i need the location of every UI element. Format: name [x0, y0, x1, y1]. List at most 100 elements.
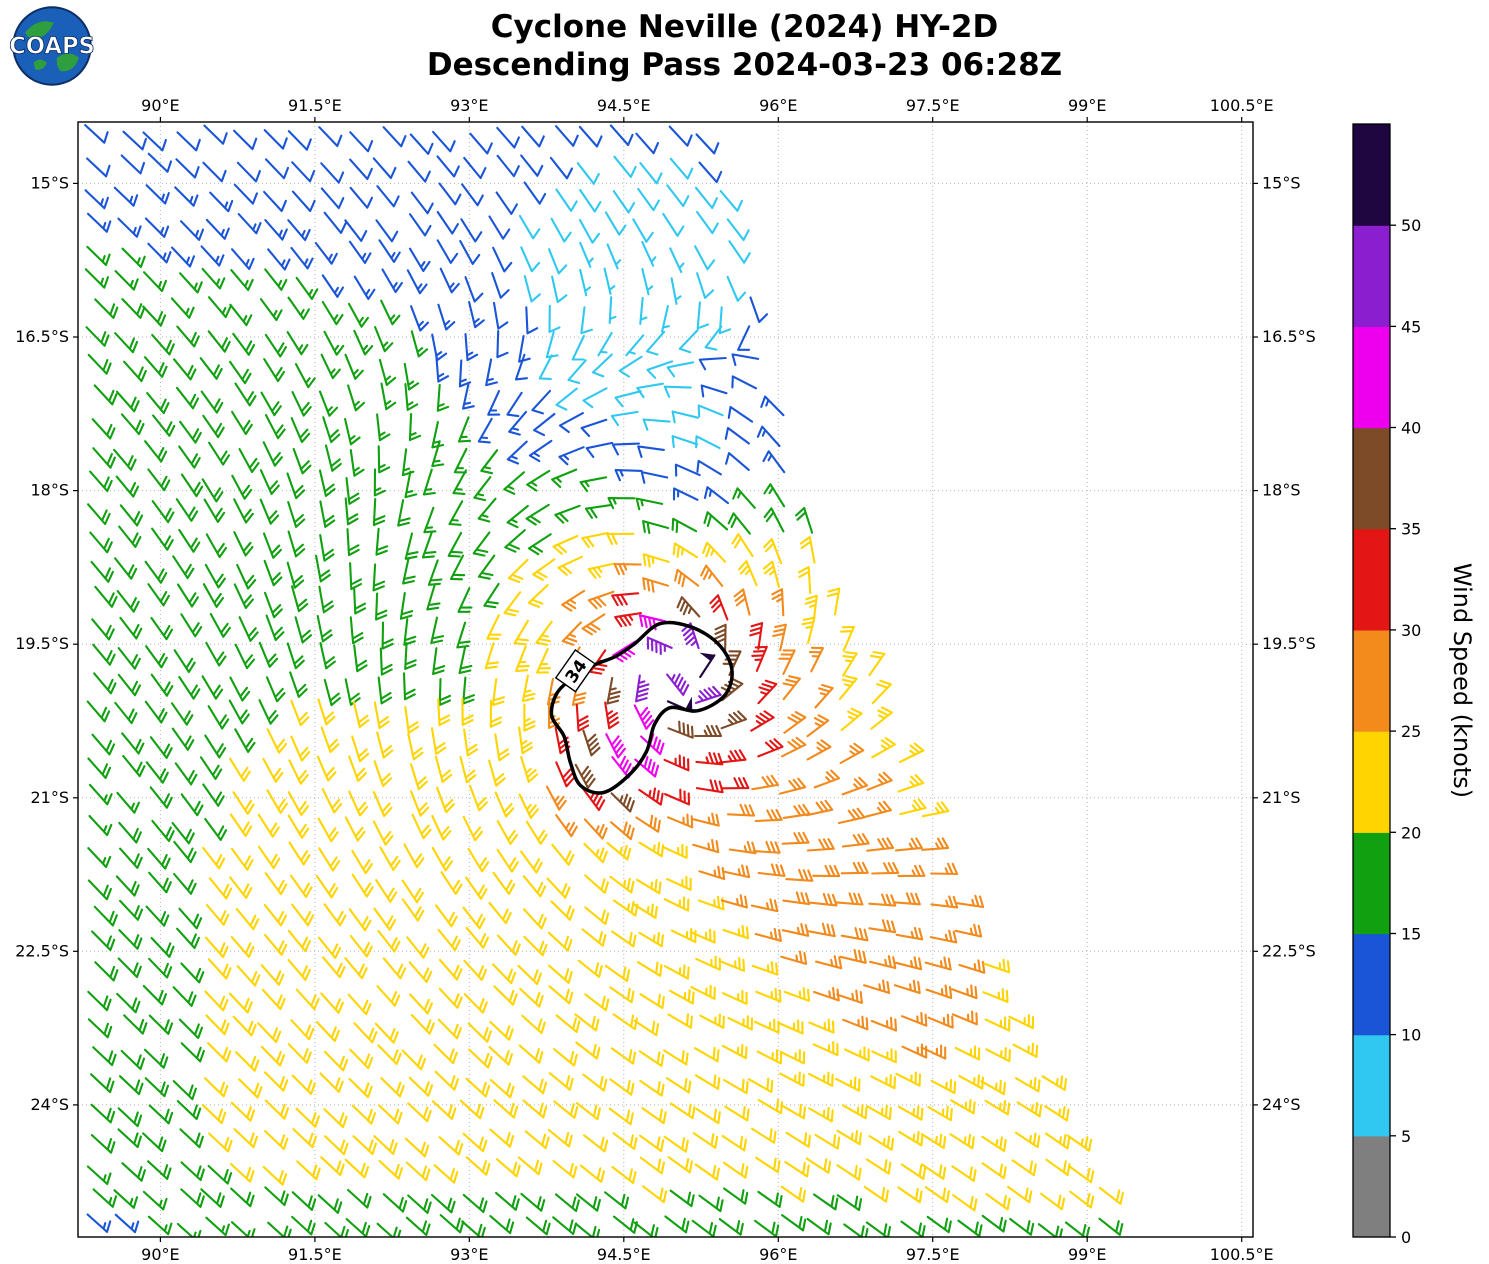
- wind-barb: [290, 585, 309, 613]
- wind-barb: [409, 993, 433, 1015]
- wind-barb: [958, 959, 986, 974]
- wind-barb: [519, 987, 544, 1008]
- wind-barb: [461, 1220, 486, 1237]
- wind-barb: [438, 677, 452, 706]
- wind-barb: [345, 476, 360, 505]
- wind-barb: [119, 847, 143, 869]
- wind-barb: [526, 469, 551, 492]
- wind-barb: [921, 801, 950, 818]
- wind-barb: [763, 483, 786, 508]
- wind-barb: [117, 957, 142, 979]
- wind-barb: [772, 623, 787, 652]
- wind-barb: [231, 474, 253, 500]
- wind-barb: [264, 158, 290, 180]
- wind-barb: [605, 733, 626, 759]
- wind-barb: [259, 298, 283, 322]
- wind-barb: [87, 353, 112, 375]
- wind-barb: [320, 162, 345, 184]
- wind-barb: [431, 814, 452, 841]
- wind-barb: [120, 1049, 146, 1071]
- wind-barb: [521, 1014, 546, 1035]
- colorbar-tick-label: 35: [1401, 520, 1421, 539]
- wind-barb: [146, 392, 170, 415]
- wind-barb: [94, 585, 118, 608]
- wind-barb: [123, 1014, 148, 1035]
- wind-barb: [144, 1077, 170, 1098]
- wind-barb: [346, 528, 360, 557]
- wind-barb: [613, 562, 642, 576]
- wind-barb: [202, 583, 225, 608]
- wind-barb: [114, 1213, 140, 1234]
- wind-barb: [491, 678, 505, 707]
- wind-barb: [897, 1105, 924, 1121]
- wind-barb: [646, 636, 673, 656]
- wind-barb: [554, 1193, 580, 1213]
- wind-barb: [401, 448, 415, 477]
- wind-barb: [690, 984, 716, 1000]
- x-tick-label-top: 90°E: [141, 96, 179, 115]
- wind-barb: [754, 809, 783, 823]
- wind-barb: [431, 846, 453, 872]
- wind-barb: [91, 930, 116, 952]
- wind-barb: [401, 1049, 427, 1071]
- wind-barb: [641, 267, 654, 296]
- wind-barb: [261, 988, 286, 1011]
- wind-barb: [484, 642, 500, 670]
- wind-barb: [229, 813, 253, 837]
- wind-barb: [320, 353, 341, 380]
- wind-barb: [430, 727, 447, 755]
- wind-barb: [547, 700, 561, 729]
- wind-barb: [462, 815, 484, 842]
- wind-barb: [577, 959, 603, 978]
- wind-barb: [435, 354, 450, 383]
- wind-barb: [799, 536, 816, 564]
- wind-barb: [289, 671, 308, 698]
- wind-barb: [697, 404, 724, 418]
- wind-barb: [290, 699, 310, 727]
- wind-barb: [84, 124, 109, 144]
- wind-barb: [145, 761, 169, 784]
- wind-barb: [597, 331, 613, 357]
- wind-barb: [381, 621, 394, 650]
- wind-barb: [897, 1186, 923, 1204]
- wind-barb: [757, 1190, 783, 1208]
- wind-barb: [205, 641, 227, 667]
- wind-barb: [901, 1043, 928, 1059]
- wind-barb: [434, 1070, 459, 1091]
- wind-barb: [408, 413, 422, 442]
- wind-barb: [750, 710, 775, 732]
- wind-barb: [927, 1013, 954, 1029]
- wind-barb: [344, 497, 359, 526]
- wind-barb: [176, 1100, 202, 1121]
- wind-barb: [664, 1215, 690, 1234]
- wind-barb: [581, 928, 607, 947]
- wind-barb: [230, 1187, 255, 1208]
- wind-barb: [91, 418, 116, 440]
- wind-barb: [180, 793, 204, 817]
- colorbar-tick-label: 20: [1401, 823, 1421, 842]
- wind-barb: [589, 649, 608, 675]
- wind-barb: [669, 1189, 695, 1208]
- wind-barb: [237, 213, 262, 235]
- wind-barb: [757, 738, 784, 758]
- wind-barb: [982, 988, 1009, 1003]
- wind-barb: [348, 908, 372, 932]
- wind-barb: [199, 756, 223, 780]
- wind-barb: [204, 563, 226, 589]
- wind-barb: [714, 623, 727, 652]
- wind-barb: [898, 1130, 924, 1147]
- wind-barb: [382, 957, 407, 980]
- wind-barb: [727, 512, 751, 535]
- wind-barb: [116, 992, 141, 1014]
- wind-barb: [372, 497, 386, 527]
- wind-barb: [608, 296, 617, 325]
- wind-barb: [779, 1049, 806, 1065]
- wind-barb: [808, 1071, 834, 1087]
- wind-barb: [426, 583, 441, 611]
- wind-barb: [87, 879, 112, 901]
- wind-barb: [353, 644, 368, 673]
- wind-barb: [151, 333, 175, 356]
- wind-barb: [696, 272, 715, 299]
- wind-barb: [513, 619, 529, 646]
- wind-barb: [762, 560, 780, 588]
